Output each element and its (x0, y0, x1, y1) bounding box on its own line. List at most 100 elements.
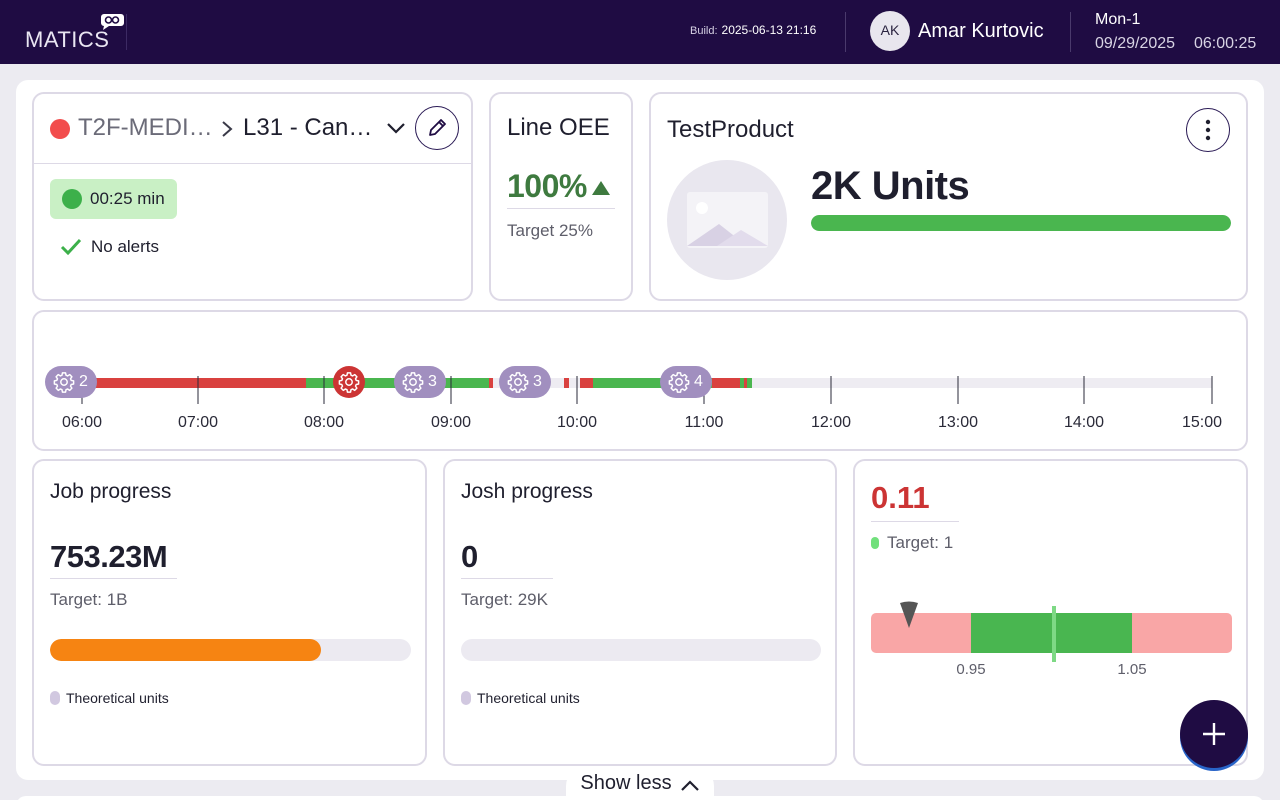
timeline-card: 06:00 07:00 08:00 09:00 10:00 11:00 12:0… (32, 310, 1248, 451)
breadcrumb-line[interactable]: L31 - Can Line (243, 114, 379, 141)
oee-value: 100% (507, 168, 587, 204)
gauge-target-text: Target: 1 (887, 533, 954, 552)
chevron-right-icon (222, 121, 233, 137)
gauge-low-label: 0.95 (956, 661, 986, 678)
units-progress-bar (811, 215, 1231, 231)
josh-progress-target: Target: 29K (461, 590, 548, 609)
avatar[interactable]: AK (870, 11, 910, 51)
timeline-tick-label: 06:00 (61, 414, 103, 431)
timeline-tick-label: 15:00 (1181, 414, 1223, 431)
gear-icon (338, 372, 360, 393)
gauge-needle-icon (900, 601, 918, 628)
top-bar: MATICS Build: 2025-06-13 21:16 AK Amar Ku… (0, 0, 1280, 64)
line-status-dot (50, 119, 70, 139)
chevron-down-icon[interactable] (386, 120, 406, 136)
product-title: TestProduct (667, 116, 794, 143)
kebab-menu-icon (1205, 119, 1211, 141)
shift-label: Mon-1 (1095, 11, 1141, 28)
alerts-text: No alerts (91, 237, 160, 256)
checkmark-icon (60, 238, 82, 256)
build-label: Build: (690, 25, 718, 37)
job-progress-title: Job progress (50, 480, 172, 503)
job-progress-bar (50, 639, 411, 661)
josh-progress-divider (461, 578, 553, 579)
user-name[interactable]: Amar Kurtovic (918, 20, 1044, 42)
oee-title: Line OEE (507, 114, 610, 141)
gauge-bar (871, 613, 1232, 653)
gear-icon (402, 372, 424, 393)
legend-label: Theoretical units (66, 690, 169, 706)
stop-event-badge[interactable] (333, 366, 365, 398)
timeline-tick-label: 12:00 (810, 414, 852, 431)
changeover-count: 3 (428, 373, 437, 390)
next-panel-edge (16, 796, 1264, 800)
logo-bubble-icon (101, 14, 124, 30)
timeline-segment-down (744, 378, 747, 388)
josh-progress-legend: Theoretical units (461, 690, 580, 706)
timeline-tick-label: 13:00 (937, 414, 979, 431)
edit-button[interactable] (415, 106, 459, 150)
job-progress-value: 753.23M (50, 539, 168, 574)
changeover-badge[interactable]: 3 (394, 366, 446, 398)
josh-progress-bar (461, 639, 821, 661)
changeover-count: 2 (79, 373, 88, 390)
chevron-up-icon (680, 780, 699, 791)
add-button[interactable] (1180, 700, 1248, 768)
timeline-tick-label: 08:00 (303, 414, 345, 431)
header-divider (1070, 12, 1071, 52)
legend-label: Theoretical units (477, 690, 580, 706)
units-progress-fill (811, 215, 1231, 231)
speed-gauge-card[interactable]: 0.11 Target: 1 0.95 1.05 (853, 459, 1248, 766)
product-image (667, 160, 787, 280)
alerts-status: No alerts (60, 237, 159, 257)
timeline-tick-label: 11:00 (684, 414, 724, 431)
legend-swatch (461, 691, 471, 705)
job-progress-legend: Theoretical units (50, 690, 169, 706)
logo-text: MATICS (25, 27, 110, 52)
job-progress-target: Target: 1B (50, 590, 128, 609)
changeover-count: 3 (533, 373, 542, 390)
breadcrumb-site[interactable]: T2F-MEDIUM (78, 114, 214, 141)
gauge-high-label: 1.05 (1117, 661, 1147, 678)
timeline-segment-down (82, 378, 306, 388)
changeover-badge[interactable]: 3 (499, 366, 551, 398)
timeline-tick-label: 14:00 (1063, 414, 1105, 431)
running-dot (62, 189, 82, 209)
timeline-tick-label: 07:00 (177, 414, 219, 431)
show-less-button[interactable]: Show less (566, 766, 714, 800)
plus-icon (1203, 723, 1225, 745)
oee-divider (507, 208, 615, 209)
job-progress-divider (50, 578, 177, 579)
line-header: T2F-MEDIUM L31 - Can Line (34, 94, 471, 164)
show-less-label: Show less (580, 772, 672, 794)
changeover-count: 4 (694, 373, 703, 390)
timeline-segment-down (580, 378, 593, 388)
logo-divider (126, 14, 127, 50)
gear-icon (507, 372, 529, 393)
timeline-segment-down (489, 378, 493, 388)
time-label: 06:00:25 (1194, 35, 1257, 52)
legend-swatch (50, 691, 60, 705)
trend-up-icon (592, 181, 610, 195)
matics-logo[interactable]: MATICS (25, 13, 135, 53)
job-progress-card[interactable]: Job progress 753.23M Target: 1B Theoreti… (32, 459, 427, 766)
build-value: 2025-06-13 21:16 (721, 23, 817, 37)
build-info: Build: 2025-06-13 21:16 (690, 23, 816, 37)
gear-icon (53, 372, 75, 393)
run-timer-badge: 00:25 min (50, 179, 177, 219)
header-divider (845, 12, 846, 52)
changeover-badge[interactable]: 4 (660, 366, 712, 398)
date-label: 09/29/2025 (1095, 35, 1176, 52)
gauge-target-marker (1052, 606, 1056, 662)
timeline-tick-label: 10:00 (556, 414, 598, 431)
job-progress-fill (50, 639, 321, 661)
gauge-divider (871, 521, 959, 522)
gauge-ok-range (971, 613, 1132, 653)
timeline-segment-down (564, 378, 569, 388)
more-options-button[interactable] (1186, 108, 1230, 152)
target-dot (871, 537, 879, 549)
josh-progress-card[interactable]: Josh progress 0 Target: 29K Theoretical … (443, 459, 837, 766)
pencil-icon (429, 119, 446, 136)
line-oee-card[interactable]: Line OEE 100% Target 25% (489, 92, 633, 301)
changeover-badge[interactable]: 2 (45, 366, 97, 398)
